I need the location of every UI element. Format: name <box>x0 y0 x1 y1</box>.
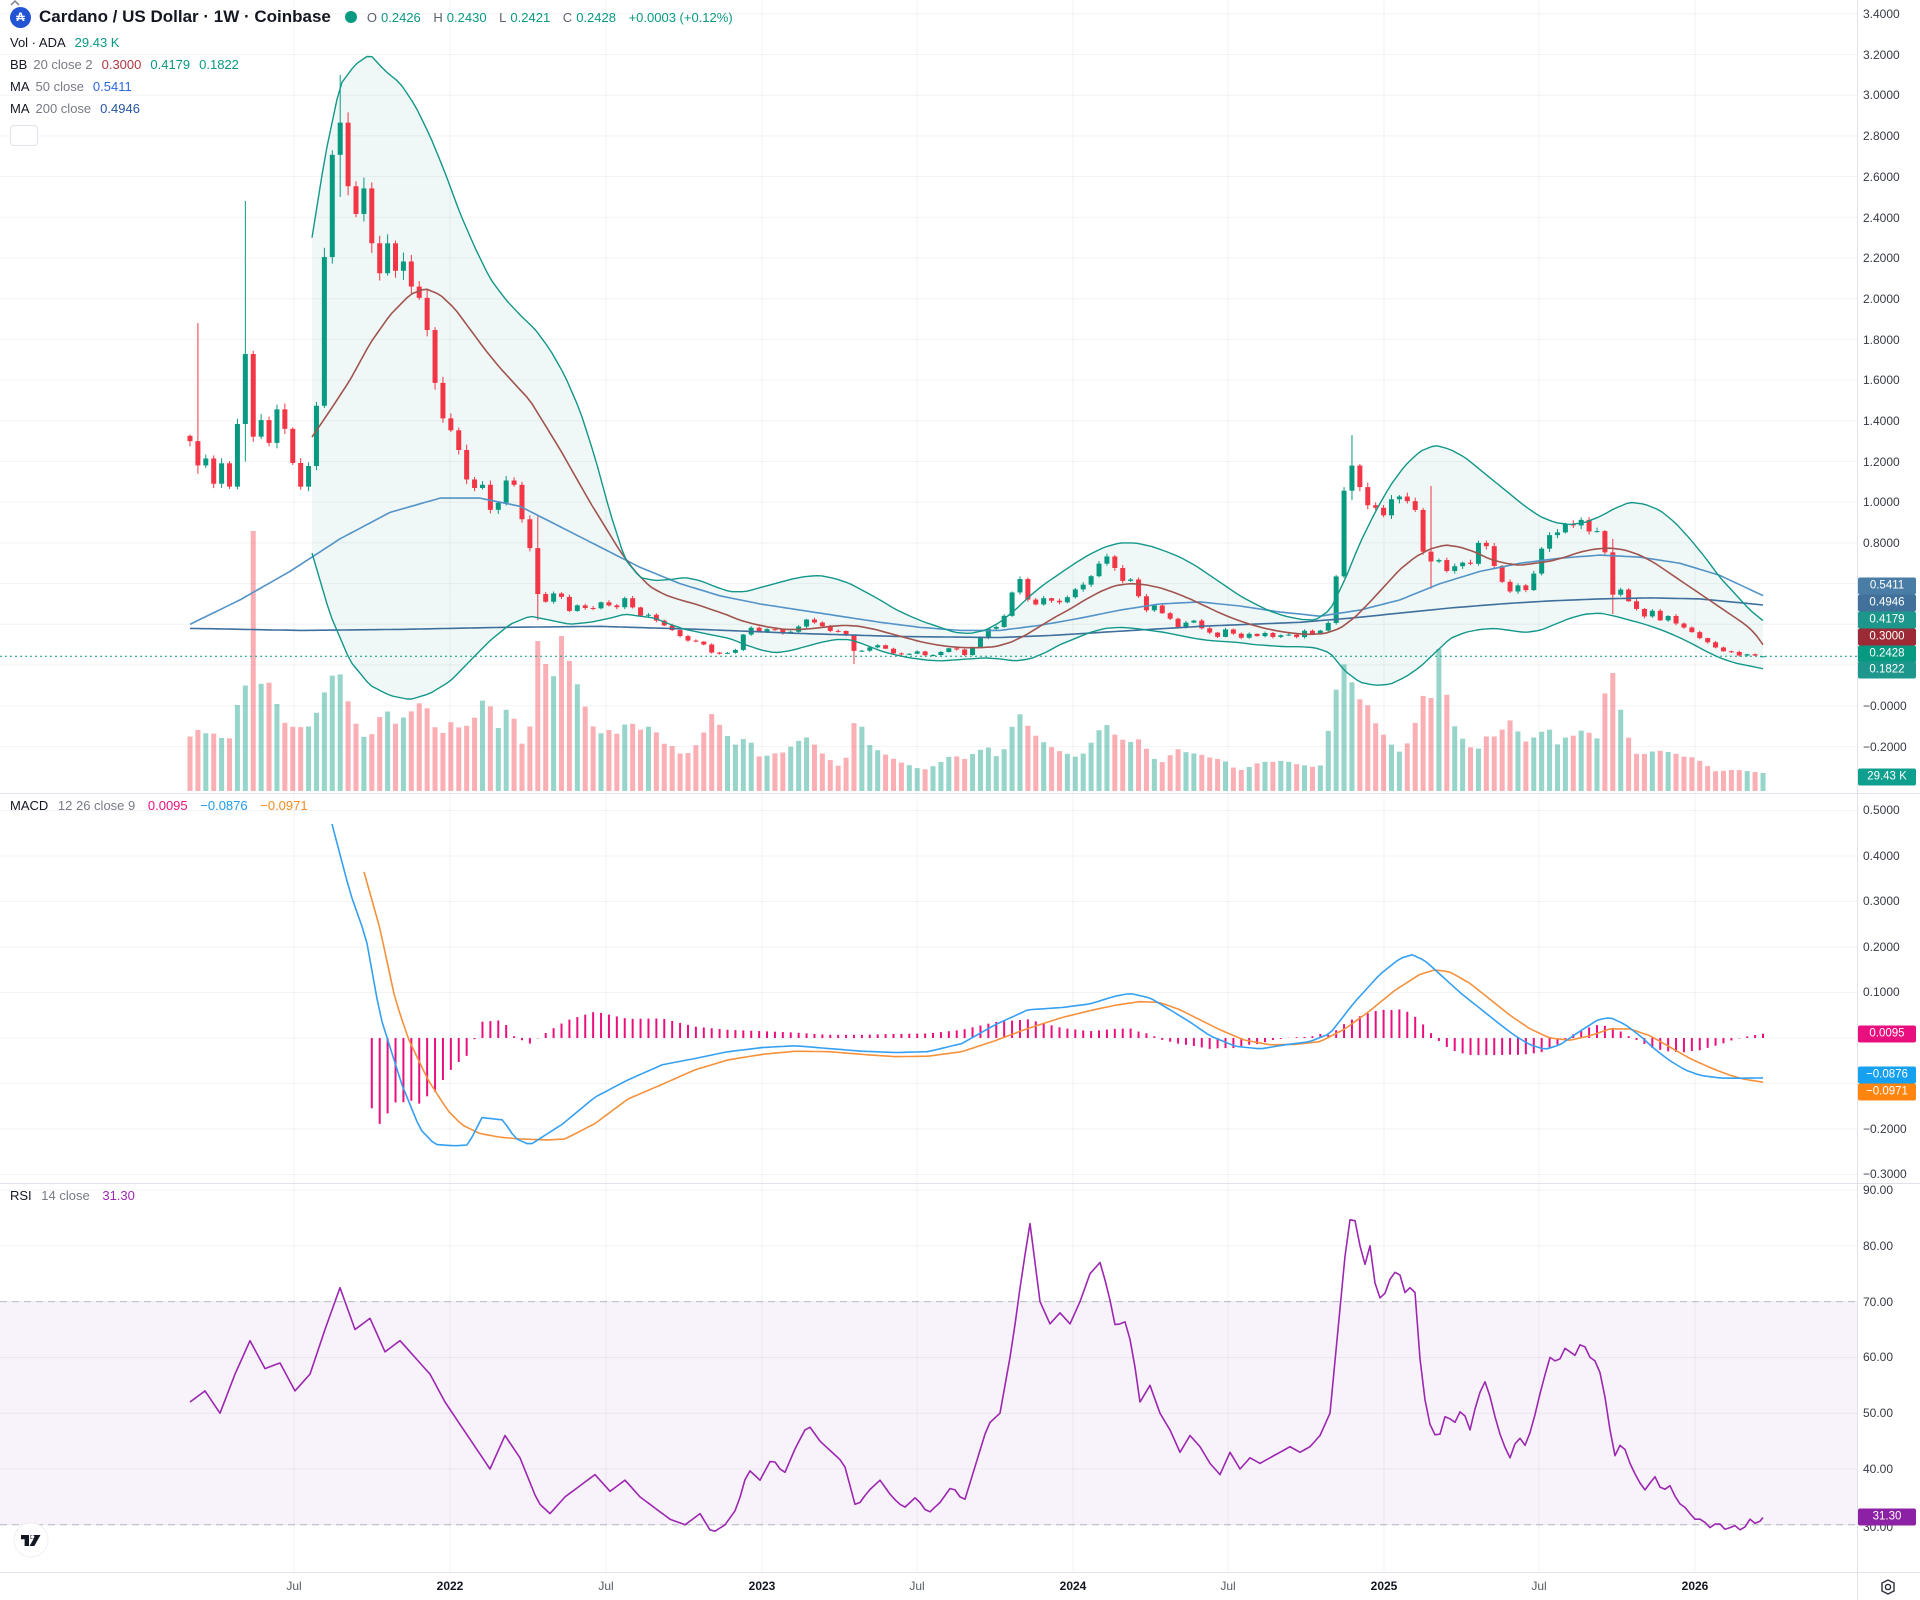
price-badge: 0.4946 <box>1858 594 1916 612</box>
bb-upper-value: 0.4179 <box>150 56 191 72</box>
price-tick: 2.4000 <box>1863 211 1900 225</box>
market-status-icon[interactable] <box>344 11 357 23</box>
time-tick: Jul <box>909 1579 925 1593</box>
macd-legend-row[interactable]: MACD 12 26 close 9 0.0095 −0.0876 −0.097… <box>10 798 308 813</box>
ohlc-values: O 0.2426 H 0.2430 L 0.2421 C 0.2428 +0.0003 … <box>367 10 742 25</box>
macd-tick: −0.2000 <box>1863 1122 1907 1136</box>
close-value: 0.2428 <box>576 9 616 25</box>
bb-basis-value: 0.3000 <box>101 56 142 72</box>
time-tick: 2026 <box>1681 1579 1709 1593</box>
price-tick: −0.2000 <box>1863 740 1907 754</box>
high-value: 0.2430 <box>446 9 487 25</box>
macd-hist-value: 0.0095 <box>147 798 188 813</box>
price-tick: 2.2000 <box>1863 251 1900 265</box>
ma50-legend-row[interactable]: MA 50 close 0.5411 <box>10 75 742 97</box>
volume-legend-row[interactable]: Vol · ADA 29.43 K <box>10 31 742 53</box>
price-tick: 1.8000 <box>1863 333 1900 347</box>
macd-params: 12 26 close 9 <box>57 798 136 813</box>
rsi-legend-row[interactable]: RSI 14 close 31.30 <box>10 1188 135 1203</box>
price-badge: 0.2428 <box>1858 645 1916 663</box>
price-tick: 1.4000 <box>1863 414 1900 428</box>
rsi-label: RSI <box>10 1188 32 1203</box>
ma50-value: 0.5411 <box>92 78 132 94</box>
rsi-tick: 70.00 <box>1863 1295 1894 1309</box>
price-tick: 1.2000 <box>1863 455 1900 469</box>
macd-tick: 0.5000 <box>1863 803 1900 817</box>
rsi-params: 14 close <box>41 1188 90 1203</box>
price-badge: 29.43 K <box>1858 768 1916 786</box>
rsi-tick: 50.00 <box>1863 1406 1894 1420</box>
high-label: H <box>433 9 443 25</box>
price-tick: 2.8000 <box>1863 129 1900 143</box>
collapse-legend-button[interactable] <box>10 0 38 146</box>
chevron-up-icon <box>10 0 20 6</box>
low-value: 0.2421 <box>510 9 551 25</box>
ma200-legend-row[interactable]: MA 200 close 0.4946 <box>10 97 742 119</box>
price-tick: 3.4000 <box>1863 7 1900 21</box>
rsi-tick: 90.00 <box>1863 1183 1894 1197</box>
rsi-tick: 80.00 <box>1863 1239 1894 1253</box>
price-badge: 0.1822 <box>1858 661 1916 679</box>
price-tick: −0.0000 <box>1863 699 1907 713</box>
macd-label: MACD <box>10 798 49 813</box>
ma50-label: MA <box>10 78 30 94</box>
price-tick: 2.0000 <box>1863 292 1900 306</box>
volume-label: Vol · ADA <box>10 34 66 50</box>
macd-tick: 0.4000 <box>1863 849 1900 863</box>
rsi-tick: 60.00 <box>1863 1350 1894 1364</box>
bb-lower-value: 0.1822 <box>199 56 239 72</box>
price-badge: 0.3000 <box>1858 628 1916 646</box>
low-label: L <box>499 9 507 25</box>
ma200-params: 200 close <box>35 100 92 116</box>
cardano-logo-icon: ₳ <box>10 6 31 28</box>
macd-signal-value: −0.0971 <box>260 798 308 813</box>
price-tick: 1.0000 <box>1863 495 1900 509</box>
time-tick: 2024 <box>1059 1579 1087 1593</box>
open-label: O <box>366 9 377 25</box>
ma200-value: 0.4946 <box>100 100 140 116</box>
time-tick: Jul <box>598 1579 614 1593</box>
macd-badge: −0.0876 <box>1858 1066 1916 1084</box>
rsi-value: 31.30 <box>102 1188 135 1203</box>
macd-tick: 0.2000 <box>1863 940 1900 954</box>
rsi-tick: 40.00 <box>1863 1462 1894 1476</box>
time-tick: 2022 <box>436 1579 464 1593</box>
bb-params: 20 close 2 <box>33 56 93 72</box>
price-badge: 0.5411 <box>1858 577 1916 595</box>
price-tick: 3.2000 <box>1863 48 1900 62</box>
price-tick: 0.8000 <box>1863 536 1900 550</box>
open-value: 0.2426 <box>381 9 421 25</box>
macd-tick: −0.3000 <box>1863 1167 1907 1181</box>
bb-label: BB <box>10 56 28 72</box>
price-tick: 3.0000 <box>1863 88 1900 102</box>
bb-legend-row[interactable]: BB 20 close 2 0.3000 0.4179 0.1822 <box>10 53 742 75</box>
price-badge: 0.4179 <box>1858 611 1916 629</box>
time-tick: Jul <box>286 1579 302 1593</box>
time-tick: 2023 <box>748 1579 776 1593</box>
symbol-title: Cardano / US Dollar · 1W · Coinbase <box>39 7 331 26</box>
macd-badge: −0.0971 <box>1858 1083 1916 1101</box>
time-tick: Jul <box>1220 1579 1236 1593</box>
macd-tick: 0.3000 <box>1863 894 1900 908</box>
ma50-params: 50 close <box>35 78 84 94</box>
time-tick: 2025 <box>1370 1579 1398 1593</box>
ma200-label: MA <box>10 100 30 116</box>
close-label: C <box>562 9 573 25</box>
macd-tick: 0.1000 <box>1863 985 1900 999</box>
macd-line-value: −0.0876 <box>200 798 248 813</box>
rsi-badge: 31.30 <box>1858 1508 1916 1526</box>
price-tick: 1.6000 <box>1863 373 1900 387</box>
time-tick: Jul <box>1531 1579 1547 1593</box>
volume-value: 29.43 K <box>74 34 120 50</box>
price-tick: 2.6000 <box>1863 170 1900 184</box>
macd-badge: 0.0095 <box>1858 1025 1916 1043</box>
change-value: +0.0003 (+0.12%) <box>628 9 733 25</box>
